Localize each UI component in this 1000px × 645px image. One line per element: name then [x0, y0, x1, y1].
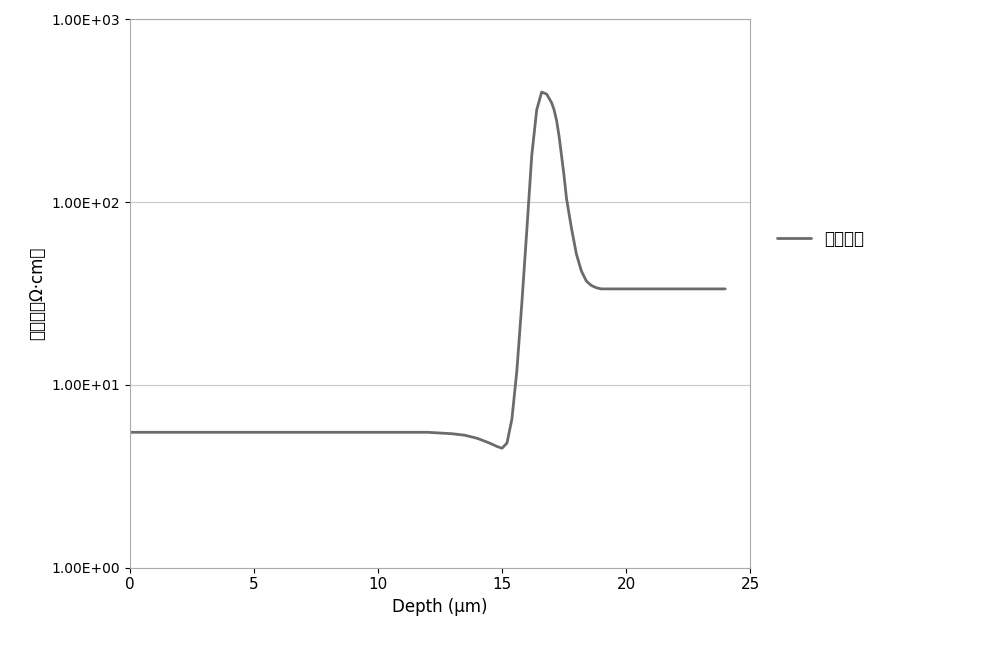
Legend: 器件要求: 器件要求 [771, 223, 871, 254]
器件要求 [565, 224, 577, 232]
Line: 器件要求: 器件要求 [130, 92, 725, 448]
器件要求 [496, 444, 508, 452]
Y-axis label: 电阵率（Ω·cm）: 电阵率（Ω·cm） [28, 247, 46, 340]
X-axis label: Depth (μm): Depth (μm) [392, 598, 488, 616]
器件要求 [556, 152, 568, 159]
器件要求 [719, 285, 731, 293]
器件要求 [536, 88, 548, 96]
器件要求 [553, 132, 565, 140]
器件要求 [446, 430, 458, 437]
器件要求 [124, 428, 136, 436]
器件要求 [560, 194, 572, 202]
器件要求 [595, 285, 607, 293]
